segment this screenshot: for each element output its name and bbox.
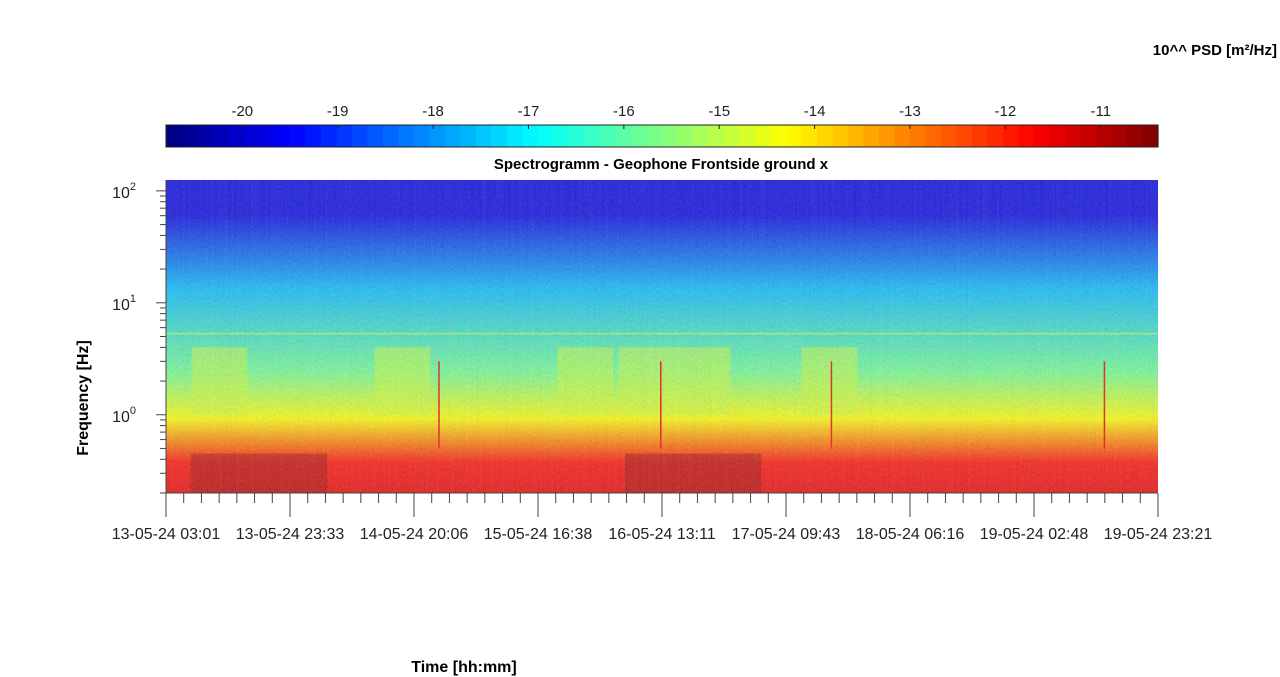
colorbar-segment xyxy=(1096,125,1113,147)
colorbar-segment xyxy=(1080,125,1097,147)
colorbar-segment xyxy=(662,125,679,147)
colorbar-segment xyxy=(646,125,663,147)
x-axis: 13-05-24 03:01 13-05-24 23:33 14-05-24 20:… xyxy=(112,492,1213,543)
colorbar-segment xyxy=(274,125,291,147)
colorbar-segment xyxy=(212,125,229,147)
colorbar-segment xyxy=(398,125,415,147)
colorbar-segment xyxy=(1111,125,1128,147)
colorbar-segment xyxy=(677,125,694,147)
x-tick-label: 14-05-24 20:06 xyxy=(360,526,469,543)
colorbar-segment xyxy=(584,125,601,147)
colorbar-segment xyxy=(197,125,214,147)
x-tick-label: 18-05-24 06:16 xyxy=(856,526,965,543)
x-tick-label: 13-05-24 03:01 xyxy=(112,526,221,543)
colorbar-tick-label: -11 xyxy=(1090,103,1111,120)
colorbar-segment xyxy=(383,125,400,147)
colorbar-segment xyxy=(1018,125,1035,147)
colorbar-segment xyxy=(925,125,942,147)
colorbar xyxy=(165,124,1159,148)
colorbar-segment xyxy=(1003,125,1020,147)
colorbar-tick-label: -13 xyxy=(899,103,921,120)
colorbar-segment xyxy=(429,125,446,147)
colorbar-segment xyxy=(941,125,958,147)
colorbar-segment xyxy=(894,125,911,147)
colorbar-segment xyxy=(460,125,477,147)
colorbar-segment xyxy=(507,125,524,147)
colorbar-tick-label: -20 xyxy=(231,103,253,120)
y-tick-label: 101 xyxy=(112,293,136,314)
colorbar-segment xyxy=(569,125,586,147)
colorbar-segment xyxy=(336,125,353,147)
y-axis-label: Frequency [Hz] xyxy=(75,340,92,456)
colorbar-segment xyxy=(739,125,756,147)
colorbar-segment xyxy=(972,125,989,147)
colorbar-segment xyxy=(708,125,725,147)
colorbar-segment xyxy=(321,125,338,147)
colorbar-segment xyxy=(352,125,369,147)
colorbar-tick-label: -12 xyxy=(995,103,1017,120)
chart-title: Spectrogramm - Geophone Frontside ground… xyxy=(494,156,829,173)
colorbar-segment xyxy=(786,125,803,147)
colorbar-segment xyxy=(1049,125,1066,147)
colorbar-segment xyxy=(367,125,384,147)
x-tick-label: 16-05-24 13:11 xyxy=(608,526,715,543)
colorbar-segment xyxy=(631,125,648,147)
x-tick-label: 19-05-24 23:21 xyxy=(1104,526,1213,543)
colorbar-segment xyxy=(445,125,462,147)
colorbar-segment xyxy=(987,125,1004,147)
colorbar-segment xyxy=(615,125,632,147)
colorbar-segment xyxy=(476,125,493,147)
colorbar-segment xyxy=(863,125,880,147)
y-tick-label: 100 xyxy=(112,405,136,426)
colorbar-segment xyxy=(693,125,710,147)
colorbar-segment xyxy=(755,125,772,147)
colorbar-segment xyxy=(305,125,322,147)
colorbar-segment xyxy=(910,125,927,147)
y-tick-label: 102 xyxy=(112,181,136,202)
colorbar-segment xyxy=(956,125,973,147)
colorbar-segment xyxy=(801,125,818,147)
colorbar-segment xyxy=(848,125,865,147)
x-tick-label: 15-05-24 16:38 xyxy=(484,526,593,543)
colorbar-segment xyxy=(770,125,787,147)
colorbar-segment xyxy=(600,125,617,147)
x-tick-label: 17-05-24 09:43 xyxy=(732,526,841,543)
colorbar-segment xyxy=(243,125,260,147)
colorbar-border xyxy=(165,124,1159,148)
colorbar-segment xyxy=(817,125,834,147)
colorbar-segment xyxy=(166,125,183,147)
colorbar-segment xyxy=(181,125,198,147)
colorbar-tick-label: -18 xyxy=(422,103,444,120)
colorbar-segment xyxy=(538,125,555,147)
colorbar-segment xyxy=(414,125,431,147)
colorbar-segment xyxy=(491,125,508,147)
x-tick-label: 19-05-24 02:48 xyxy=(980,526,1089,543)
colorbar-tick-label: -19 xyxy=(327,103,349,120)
colorbar-tick-label: -16 xyxy=(613,103,635,120)
spectrogram-plot-area xyxy=(166,180,1158,493)
colorbar-segment xyxy=(1127,125,1144,147)
colorbar-label: 10^^ PSD [m²/Hz] xyxy=(1153,42,1277,59)
colorbar-segment xyxy=(1034,125,1051,147)
colorbar-tick-label: -15 xyxy=(708,103,730,120)
colorbar-segment xyxy=(553,125,570,147)
colorbar-segment xyxy=(522,125,539,147)
x-axis-label: Time [hh:mm] xyxy=(411,659,516,676)
colorbar-ticks: -20 -19 -18 -17 -16 -15 -14 -13 -12 -11 xyxy=(231,103,1111,129)
colorbar-segment xyxy=(1142,125,1159,147)
noise-texture xyxy=(166,180,1158,493)
colorbar-segment xyxy=(724,125,741,147)
y-axis: 100 101 102 xyxy=(112,180,167,494)
colorbar-segment xyxy=(832,125,849,147)
colorbar-segment xyxy=(879,125,896,147)
colorbar-tick-label: -17 xyxy=(518,103,540,120)
colorbar-segment xyxy=(228,125,245,147)
x-tick-label: 13-05-24 23:33 xyxy=(236,526,345,543)
colorbar-tick-label: -14 xyxy=(804,103,826,120)
colorbar-segment xyxy=(290,125,307,147)
colorbar-segment xyxy=(1065,125,1082,147)
colorbar-segment xyxy=(259,125,276,147)
